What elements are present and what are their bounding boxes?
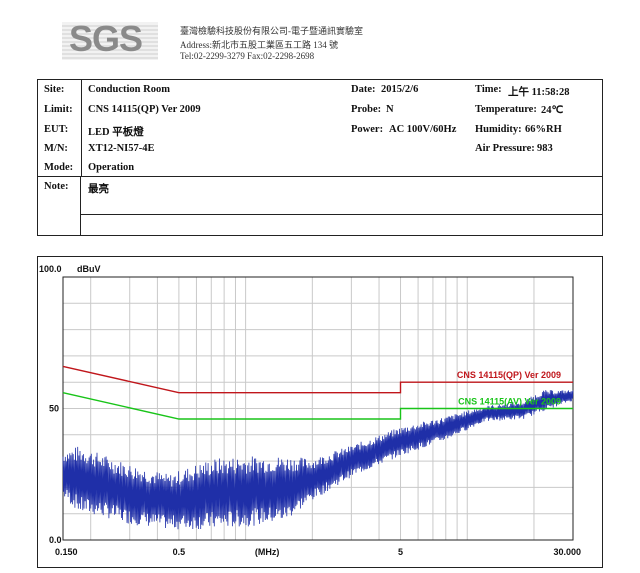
temperature-label: Temperature: xyxy=(475,104,537,115)
y-tick-label: 0.0 xyxy=(49,535,62,545)
test-info-panel xyxy=(37,79,603,236)
site-label: Site: xyxy=(44,84,65,95)
logo-text: SGS xyxy=(69,18,143,59)
x-tick-label: 0.150 xyxy=(55,547,78,557)
air-pressure-value: 983 xyxy=(537,143,553,154)
mn-value: XT12-NI57-4E xyxy=(88,143,155,154)
power-value: AC 100V/60Hz xyxy=(389,124,457,135)
mode-label: Mode: xyxy=(44,162,74,173)
limit-line-label: CNS 14115(QP) Ver 2009 xyxy=(457,370,561,380)
eut-label: EUT: xyxy=(44,124,69,135)
limit-line xyxy=(62,392,573,420)
note-value: 最亮 xyxy=(88,184,109,195)
humidity-label: Humidity: xyxy=(475,124,522,135)
limit-line-label: CNS 14115(AV) Ver 2009 xyxy=(458,397,561,407)
eut-value: LED 平板燈 xyxy=(88,127,144,138)
limit-value: CNS 14115(QP) Ver 2009 xyxy=(88,104,201,115)
y-unit-label: dBuV xyxy=(77,264,101,274)
humidity-value: 66%RH xyxy=(525,124,562,135)
mode-value: Operation xyxy=(88,162,135,173)
date-value: 2015/2/6 xyxy=(381,84,419,95)
company-name: 臺灣檢驗科技股份有限公司-電子暨通訊實驗室 xyxy=(180,26,363,36)
temperature-value: 24℃ xyxy=(541,105,564,116)
emission-trace xyxy=(62,390,574,530)
axis-tick-labels: 0.150 0.5 5 30.000 50 0.0 xyxy=(49,404,581,558)
company-address: Address:新北市五股工業區五工路 134 號 xyxy=(180,40,338,50)
date-label: Date: xyxy=(351,84,376,95)
note-underline xyxy=(81,214,603,215)
label-column-divider xyxy=(81,79,82,176)
air-pressure-label: Air Pressure: xyxy=(475,143,535,154)
x-axis-label: (MHz) xyxy=(255,547,280,557)
limit-label: Limit: xyxy=(44,104,73,115)
sgs-logo xyxy=(60,18,160,62)
chart-grid xyxy=(63,277,573,540)
y-top-label: 100.0 xyxy=(39,264,62,274)
x-tick-label: 30.000 xyxy=(553,547,581,557)
company-contact: Tel:02-2299-3279 Fax:02-2298-2698 xyxy=(180,51,315,61)
time-label: Time: xyxy=(475,84,502,95)
note-label: Note: xyxy=(44,181,69,192)
x-tick-label: 5 xyxy=(398,547,403,557)
sgs-logo-graphic xyxy=(62,22,158,60)
limit-lines: CNS 14115(QP) Ver 2009 CNS 14115(AV) Ver … xyxy=(62,365,573,420)
mn-label: M/N: xyxy=(44,143,68,154)
probe-label: Probe: xyxy=(351,104,382,115)
time-value: 上午 11:58:28 xyxy=(508,87,570,98)
note-label-cell xyxy=(37,176,81,236)
limit-line xyxy=(62,365,573,394)
x-tick-label: 0.5 xyxy=(173,547,186,557)
power-label: Power: xyxy=(351,124,384,135)
y-tick-label: 50 xyxy=(49,404,59,414)
info-divider xyxy=(37,176,603,177)
probe-value: N xyxy=(386,104,394,115)
chart-frame xyxy=(37,256,603,568)
site-value: Conduction Room xyxy=(88,84,170,95)
